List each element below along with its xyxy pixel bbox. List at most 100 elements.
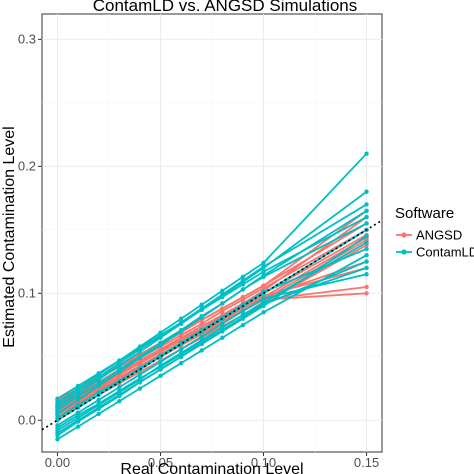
- data-point: [117, 374, 122, 380]
- data-point: [117, 367, 122, 372]
- data-point: [199, 313, 204, 319]
- series-contamld: [55, 151, 369, 442]
- data-point: [240, 282, 246, 287]
- data-point: [75, 424, 81, 429]
- x-tick-label: 0.10: [251, 455, 276, 470]
- x-tick-label: 0.00: [45, 455, 70, 470]
- data-point: [137, 359, 143, 365]
- series-line: [56, 153, 368, 404]
- data-point: [261, 310, 266, 315]
- data-point: [117, 399, 122, 404]
- data-point: [117, 360, 122, 366]
- series-line: [56, 260, 367, 429]
- data-point: [240, 294, 246, 300]
- data-point: [240, 287, 246, 292]
- data-point: [220, 335, 225, 340]
- data-point: [220, 321, 225, 326]
- series-line: [56, 241, 367, 432]
- legend-key-point: [401, 249, 407, 255]
- reference-line: [41, 219, 383, 431]
- data-point: [220, 301, 225, 306]
- data-point: [96, 405, 101, 410]
- data-point: [178, 360, 184, 366]
- x-tick-label: 0.05: [148, 455, 173, 470]
- data-point: [240, 315, 246, 320]
- data-point: [96, 397, 101, 403]
- series-line: [57, 216, 368, 409]
- data-point: [178, 316, 184, 321]
- data-point: [96, 374, 101, 380]
- y-tick-label: 0.0: [18, 412, 36, 427]
- data-point: [364, 259, 369, 264]
- series-line: [56, 273, 367, 427]
- series-line: [56, 254, 367, 441]
- data-point: [220, 288, 225, 293]
- data-point: [55, 425, 60, 431]
- data-point: [158, 364, 163, 370]
- data-point: [178, 352, 184, 357]
- data-point: [137, 354, 143, 359]
- series-line: [56, 191, 368, 409]
- data-point: [199, 306, 204, 311]
- data-point: [178, 336, 184, 342]
- series-line: [56, 235, 368, 434]
- data-point: [364, 272, 369, 277]
- data-point: [117, 392, 122, 398]
- data-point: [158, 334, 163, 339]
- legend-title: Software: [395, 205, 454, 222]
- data-point: [75, 388, 81, 394]
- data-point: [75, 397, 81, 403]
- data-point: [364, 233, 369, 239]
- data-point: [240, 274, 246, 279]
- x-axis-title: Real Contamination Level: [120, 461, 303, 474]
- y-axis-title: Estimated Contamination Level: [1, 126, 18, 347]
- data-point: [240, 322, 246, 328]
- data-point: [158, 348, 163, 353]
- series-line: [57, 229, 367, 406]
- data-point: [364, 214, 369, 220]
- data-point: [364, 253, 369, 258]
- y-tick-label: 0.2: [18, 158, 36, 173]
- y-tick-label: 0.1: [18, 285, 36, 300]
- data-point: [158, 373, 163, 379]
- data-point: [199, 339, 204, 344]
- data-point: [261, 283, 266, 288]
- data-point: [75, 383, 81, 389]
- data-point: [199, 348, 204, 353]
- legend-key-point: [401, 232, 407, 238]
- data-point: [158, 340, 163, 346]
- data-point: [178, 346, 184, 352]
- data-point: [220, 306, 225, 311]
- data-point: [75, 402, 81, 408]
- data-point: [364, 151, 369, 156]
- grid-lines: [42, 14, 382, 452]
- data-point: [75, 412, 81, 418]
- data-point: [96, 390, 101, 395]
- data-point: [55, 396, 60, 401]
- data-point: [261, 302, 266, 307]
- data-point: [364, 221, 369, 226]
- data-point: [96, 371, 101, 376]
- legend: Software ANGSD ContamLD: [395, 205, 474, 260]
- data-point: [364, 240, 369, 245]
- data-point: [96, 401, 101, 406]
- data-point: [220, 327, 225, 333]
- data-point: [240, 278, 246, 283]
- reference-line-y-equals-x: [41, 219, 383, 431]
- data-point: [178, 327, 184, 333]
- data-point: [261, 264, 266, 269]
- data-point: [261, 296, 266, 301]
- data-point: [364, 291, 369, 296]
- data-point: [364, 208, 369, 213]
- data-point: [137, 376, 143, 381]
- data-point: [55, 437, 60, 442]
- data-point: [137, 379, 143, 385]
- data-point: [364, 246, 369, 252]
- data-point: [261, 274, 266, 279]
- data-point: [137, 386, 143, 391]
- data-point: [117, 388, 122, 394]
- data-point: [96, 381, 101, 386]
- axes: 0.00 0.05 0.10 0.15 0.0 0.1 0.2 0.3: [18, 31, 379, 470]
- data-point: [137, 346, 143, 352]
